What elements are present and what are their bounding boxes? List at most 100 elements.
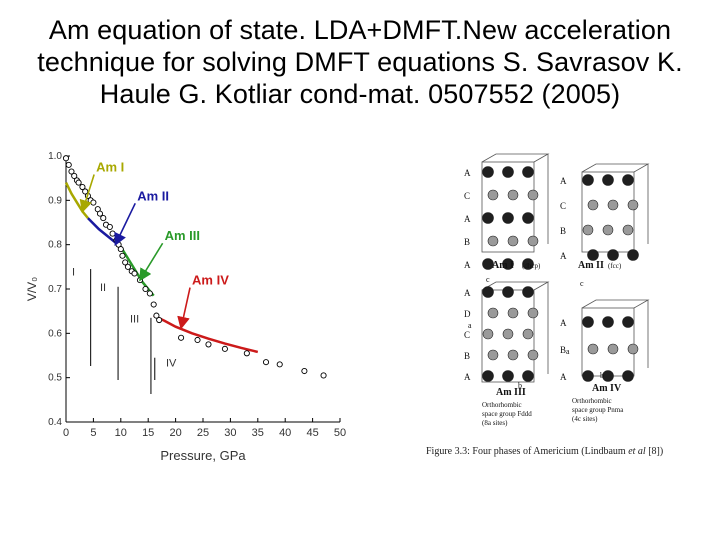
layer-label: A	[464, 260, 471, 270]
atom	[622, 224, 634, 236]
atom	[482, 328, 494, 340]
atom	[582, 370, 594, 382]
layer-label: B	[464, 237, 470, 247]
structure-description: (8a sites)	[482, 419, 508, 427]
x-tick-label: 15	[142, 427, 154, 439]
annotation-arrow	[79, 174, 95, 213]
slide-title: Am equation of state. LDA+DMFT.New accel…	[0, 14, 720, 110]
structure-description: Orthorhombic	[482, 401, 522, 409]
atom	[507, 349, 519, 361]
layer-label: A	[464, 288, 471, 298]
experimental-point	[79, 183, 86, 191]
atom	[482, 370, 494, 382]
layer-label: A	[464, 372, 471, 382]
lattice-axis-label: a	[468, 321, 472, 330]
experimental-point	[301, 367, 308, 375]
lattice-axis-label: a	[566, 347, 570, 356]
structure-name: Am I	[492, 260, 514, 271]
atom	[627, 199, 639, 211]
atom	[582, 174, 594, 186]
unit-cell-2	[581, 171, 635, 253]
atom	[507, 307, 519, 319]
annotation-arrow	[177, 287, 191, 330]
experimental-point	[320, 372, 327, 379]
unit-cell-3-top	[481, 281, 550, 291]
experimental-point	[96, 210, 104, 217]
pressure-volume-chart: 0.4 0.5 0.6 0.7 0.8 0.9 1.0 0 5 10 15 20 25 30 35 40 45 5…	[25, 151, 346, 463]
layer-label: B	[560, 226, 566, 236]
experimental-point	[71, 172, 78, 180]
experimental-point	[106, 223, 113, 230]
phase-annotation: Am I	[96, 160, 124, 175]
atom	[522, 212, 534, 224]
atom	[527, 307, 539, 319]
atom	[522, 166, 534, 178]
unit-cell-2-top	[581, 163, 650, 173]
experimental-point	[75, 179, 82, 186]
structure-type: (dhcp)	[522, 262, 541, 270]
x-tick-label: 50	[334, 427, 346, 439]
atom	[502, 286, 514, 298]
experimental-point	[178, 334, 185, 341]
atom	[522, 328, 534, 340]
experimental-point	[194, 336, 201, 344]
layer-label: A	[464, 214, 471, 224]
phase-label: II	[100, 282, 106, 294]
atom	[587, 343, 599, 355]
atom	[482, 258, 494, 270]
phase-label: III	[130, 313, 139, 325]
experimental-point	[221, 345, 228, 352]
experimental-point	[131, 270, 138, 277]
phase-annotation: Am IV	[192, 273, 229, 288]
atom	[582, 316, 594, 328]
structure-name: Am IV	[592, 383, 622, 394]
atom	[482, 212, 494, 224]
unit-cell-1-top	[481, 153, 550, 163]
atom	[527, 349, 539, 361]
experimental-point	[100, 215, 107, 222]
title-line-2: technique for solving DMFT equations S. …	[37, 47, 683, 77]
atom	[502, 328, 514, 340]
experimental-point	[243, 350, 250, 357]
x-tick-label: 10	[115, 427, 127, 439]
atom	[502, 370, 514, 382]
x-tick-label: 35	[252, 427, 264, 439]
atom	[607, 249, 619, 261]
atom	[582, 224, 594, 236]
figure-caption: Figure 3.3: Four phases of Americium (Li…	[426, 446, 663, 457]
y-axis-label: V/V₀	[25, 277, 39, 301]
layer-label: C	[464, 330, 470, 340]
atom	[602, 370, 614, 382]
layer-label: C	[560, 201, 566, 211]
experimental-point	[82, 188, 89, 195]
layer-label: B	[560, 345, 566, 355]
series-line-4	[153, 314, 259, 354]
atom	[627, 343, 639, 355]
structure-description: space group Fddd	[482, 410, 532, 418]
experimental-point	[146, 290, 153, 297]
atom	[622, 174, 634, 186]
atom	[482, 286, 494, 298]
structure-description: Orthorhombic	[572, 397, 612, 405]
experimental-point	[117, 246, 124, 253]
experimental-point	[124, 263, 131, 270]
atom	[522, 370, 534, 382]
atom	[522, 258, 534, 270]
series-line-1	[64, 182, 89, 219]
layer-label: A	[560, 176, 567, 186]
title-line-3: Haule G. Kotliar cond-mat. 0507552 (2005…	[99, 79, 621, 109]
experimental-point	[205, 341, 212, 348]
atom	[507, 235, 519, 247]
atom	[622, 370, 634, 382]
experimental-point	[262, 359, 270, 366]
atom	[522, 286, 534, 298]
atom	[487, 307, 499, 319]
experimental-point	[122, 259, 129, 266]
x-axis-label: Pressure, GPa	[160, 448, 246, 463]
y-tick-label: 0.9	[48, 195, 62, 206]
atom	[607, 199, 619, 211]
x-tick-label: 0	[63, 427, 69, 439]
layer-label: A	[560, 372, 567, 382]
y-tick-label: 0.7	[48, 284, 62, 295]
structure-description: (4c sites)	[572, 415, 598, 423]
